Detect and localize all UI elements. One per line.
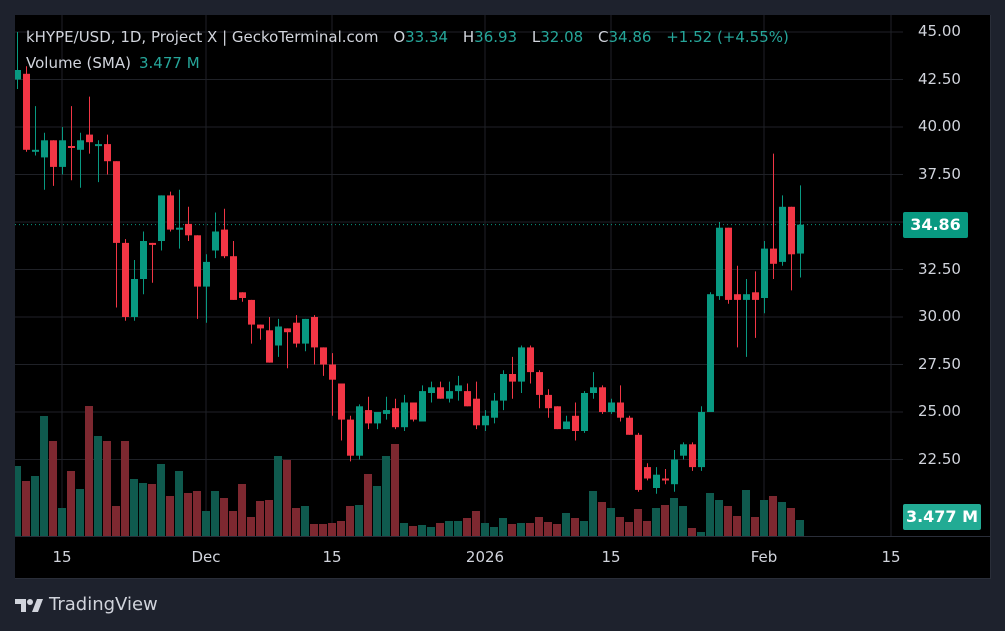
ohlc-high: H36.93 (462, 28, 518, 46)
price-axis-label: 30.00 (918, 307, 961, 325)
price-axis-label: 27.50 (918, 354, 961, 373)
price-axis-label: 40.00 (918, 117, 961, 135)
price-change: +1.52 (+4.55%) (666, 28, 789, 46)
tradingview-logo[interactable]: TradingView (15, 594, 158, 615)
volume-sma-badge: 3.477 M (903, 504, 981, 530)
time-axis-label: Feb (750, 548, 778, 566)
chart-panel[interactable] (15, 15, 991, 579)
time-axis-label: 15 (601, 548, 621, 566)
price-axis-label: 32.50 (918, 259, 961, 278)
price-axis-label: 22.50 (918, 449, 961, 468)
tradingview-brand-text: TradingView (49, 594, 158, 615)
time-axis-label: 2026 (465, 548, 505, 566)
ohlc-low: L32.08 (531, 28, 584, 46)
last-price-badge: 34.86 (903, 212, 968, 238)
price-axis-label: 25.00 (918, 402, 961, 420)
time-axis-label: 15 (322, 548, 342, 566)
symbol-title: kHYPE/USD, 1D, Project X | GeckoTerminal… (26, 28, 379, 46)
volume-legend: Volume (SMA) 3.477 M (26, 54, 200, 72)
volume-value: 3.477 M (139, 54, 200, 72)
ohlc-open: O33.34 (393, 28, 449, 46)
time-axis-label: 15 (52, 548, 72, 566)
volume-label: Volume (SMA) (26, 54, 131, 72)
tradingview-logo-icon (15, 598, 43, 612)
price-axis-label: 37.50 (918, 164, 961, 183)
price-axis-label: 45.00 (918, 22, 961, 40)
time-axis-label: Dec (191, 548, 221, 566)
candlestick-chart[interactable] (15, 15, 990, 578)
time-axis-label: 15 (881, 548, 901, 566)
price-axis-label: 42.50 (918, 69, 961, 88)
ohlc-close: C34.86 (597, 28, 652, 46)
symbol-legend: kHYPE/USD, 1D, Project X | GeckoTerminal… (26, 28, 789, 46)
